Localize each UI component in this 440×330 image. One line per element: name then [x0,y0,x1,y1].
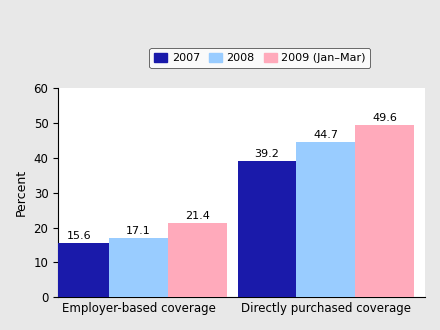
Text: 15.6: 15.6 [67,231,92,241]
Legend: 2007, 2008, 2009 (Jan–Mar): 2007, 2008, 2009 (Jan–Mar) [150,48,370,68]
Bar [238,161,297,297]
Y-axis label: Percent: Percent [15,169,28,216]
Text: 21.4: 21.4 [185,211,210,221]
Text: 17.1: 17.1 [126,226,151,236]
Bar [109,238,168,297]
Text: 49.6: 49.6 [372,113,397,123]
Bar [297,142,356,297]
Text: 44.7: 44.7 [313,130,338,140]
Bar [356,125,414,297]
Bar [50,243,109,297]
Text: 39.2: 39.2 [255,149,279,159]
Bar [168,223,227,297]
